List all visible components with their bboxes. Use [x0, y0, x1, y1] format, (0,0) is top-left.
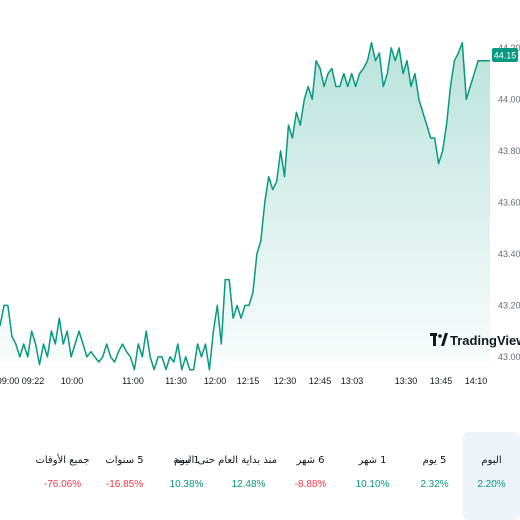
x-tick-label: 12:15 — [237, 376, 260, 386]
period-tab[interactable]: 5 يوم 2.32% — [406, 432, 463, 520]
period-change-value: -76.06% — [43, 479, 82, 490]
y-tick-label: 44.20 — [498, 43, 520, 53]
x-tick-label: 10:00 — [61, 376, 84, 386]
last-price-tag: 44.15 — [492, 48, 518, 62]
last-price-value: 44.15 — [494, 51, 517, 61]
x-tick-label: 09:22 — [22, 376, 45, 386]
price-chart[interactable]: 44.20 44.00 43.80 43.60 43.40 43.20 43.00 09:0… — [0, 0, 520, 400]
performance-periods: اليوم 2.20% 5 يوم 2.32% 1 شهر 10.10% 6 شهر -8.8… — [0, 432, 520, 520]
y-tick-label: 43.20 — [498, 300, 520, 310]
x-tick-label: 13:30 — [395, 376, 418, 386]
period-label: منذ بداية العام حتى اليوم — [174, 455, 277, 466]
tradingview-logo[interactable]: TradingView — [430, 333, 520, 348]
period-tab[interactable]: 6 شهر -8.88% — [282, 432, 339, 520]
period-label: 1 سنة — [173, 455, 200, 466]
y-tick-label: 43.00 — [498, 352, 520, 362]
tradingview-logo-icon — [430, 333, 448, 346]
x-tick-label: 13:03 — [341, 376, 364, 386]
period-tab[interactable]: 5 سنوات -16.85% — [96, 432, 153, 520]
period-label: 5 يوم — [422, 455, 447, 466]
period-change-value: 2.32% — [420, 479, 449, 490]
price-line — [0, 41, 490, 371]
y-tick-label: 44.00 — [498, 94, 520, 104]
period-tab[interactable]: جميع الأوقات -76.06% — [34, 432, 91, 520]
x-tick-label: 11:00 — [122, 376, 144, 386]
y-tick-label: 43.80 — [498, 146, 520, 156]
period-change-value: -8.88% — [294, 479, 327, 490]
period-tab[interactable]: 1 شهر 10.10% — [344, 432, 401, 520]
period-tab[interactable]: اليوم 2.20% — [463, 432, 520, 520]
y-tick-label: 43.40 — [498, 249, 520, 259]
y-axis: 44.20 44.00 43.80 43.60 43.40 43.20 43.00 — [498, 43, 520, 362]
period-label: 1 شهر — [358, 455, 387, 466]
x-tick-label: 09:00 — [0, 376, 19, 386]
period-label: اليوم — [481, 455, 502, 466]
period-change-value: 10.10% — [355, 479, 390, 490]
x-tick-label: 11:30 — [165, 376, 187, 386]
period-label: 6 شهر — [296, 455, 325, 466]
period-label: 5 سنوات — [105, 455, 144, 466]
x-tick-label: 12:00 — [204, 376, 227, 386]
y-tick-label: 43.60 — [498, 197, 520, 207]
period-tab[interactable]: 1 سنة 10.38% — [158, 432, 215, 520]
period-change-value: 10.38% — [169, 479, 204, 490]
tradingview-logo-text: TradingView — [450, 333, 520, 348]
x-tick-label: 12:45 — [309, 376, 332, 386]
x-tick-label: 12:30 — [274, 376, 297, 386]
period-change-value: -16.85% — [105, 479, 144, 490]
period-change-value: 2.20% — [477, 479, 506, 490]
price-area-fill — [0, 42, 490, 370]
x-tick-label: 13:45 — [430, 376, 453, 386]
period-tab[interactable]: منذ بداية العام حتى اليوم 12.48% — [174, 432, 277, 520]
x-tick-label: 14:10 — [465, 376, 488, 386]
period-label: جميع الأوقات — [35, 455, 90, 466]
last-price-badge — [492, 48, 518, 62]
period-change-value: 12.48% — [231, 479, 266, 490]
